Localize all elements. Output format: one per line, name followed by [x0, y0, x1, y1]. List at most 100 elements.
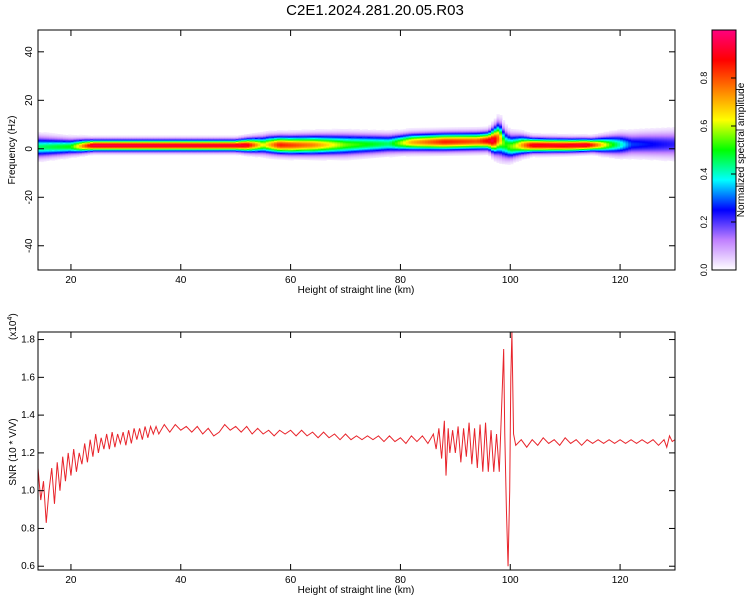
heatmap-cell — [447, 151, 451, 154]
heatmap-cell — [529, 156, 533, 158]
heatmap-cell — [496, 160, 500, 163]
heatmap-cell — [296, 144, 300, 147]
heatmap-cell — [46, 152, 50, 155]
heatmap-cell — [449, 130, 453, 132]
heatmap-cell — [329, 140, 333, 142]
heatmap-cell — [200, 138, 204, 140]
heatmap-cell — [543, 147, 547, 149]
heatmap-cell — [131, 139, 135, 141]
heatmap-cell — [513, 159, 517, 161]
heatmap-cell — [403, 140, 407, 142]
heatmap-cell — [221, 152, 226, 155]
heatmap-cell — [46, 142, 50, 144]
heatmap-cell — [54, 151, 58, 153]
heatmap-cell — [403, 147, 407, 150]
heatmap-cell — [460, 133, 464, 135]
heatmap-cell — [356, 158, 360, 160]
heatmap-cell — [76, 145, 80, 147]
heatmap-cell — [493, 152, 497, 154]
heatmap-cell — [57, 156, 61, 158]
heatmap-cell — [515, 138, 519, 140]
heatmap-cell — [372, 156, 377, 159]
heatmap-cell — [178, 141, 182, 143]
heatmap-cell — [389, 154, 393, 156]
heatmap-cell — [183, 152, 187, 155]
heatmap-cell — [150, 144, 154, 146]
heatmap-cell — [471, 136, 475, 139]
heatmap-cell — [287, 135, 292, 138]
heatmap-cell — [340, 149, 344, 151]
heatmap-cell — [46, 144, 50, 146]
heatmap-cell — [123, 135, 127, 137]
heatmap-cell — [169, 140, 173, 142]
heatmap-cell — [123, 143, 127, 145]
heatmap-cell — [265, 137, 270, 140]
heatmap-cell — [383, 144, 388, 146]
heatmap-cell — [254, 135, 259, 138]
heatmap-cell — [106, 147, 110, 149]
heatmap-cell — [427, 137, 432, 139]
heatmap-cell — [287, 129, 292, 132]
heatmap-cell — [383, 142, 388, 144]
heatmap-cell — [128, 145, 132, 147]
heatmap-cell — [175, 136, 179, 138]
heatmap-cell — [337, 128, 341, 131]
heatmap-cell — [210, 137, 215, 139]
heatmap-cell — [315, 139, 319, 142]
heatmap-cell — [548, 133, 552, 135]
heatmap-cell — [438, 133, 443, 135]
heatmap-cell — [441, 147, 445, 150]
heatmap-cell — [117, 151, 121, 154]
heatmap-cell — [477, 129, 481, 132]
heatmap-cell — [416, 129, 421, 132]
heatmap-cell — [241, 142, 245, 145]
heatmap-cell — [348, 132, 352, 135]
heatmap-cell — [238, 139, 242, 141]
heatmap-cell — [210, 148, 215, 150]
heatmap-cell — [411, 146, 415, 148]
heatmap-cell — [345, 142, 349, 144]
heatmap-cell — [312, 152, 316, 154]
heatmap-cell — [482, 127, 486, 130]
heatmap-cell — [301, 150, 305, 153]
heatmap-cell — [320, 144, 324, 147]
heatmap-cell — [202, 148, 206, 150]
heatmap-cell — [307, 144, 311, 146]
heatmap-cell — [408, 131, 412, 134]
heatmap-cell — [304, 146, 308, 148]
heatmap-cell — [458, 152, 462, 154]
heatmap-cell — [411, 130, 415, 133]
heatmap-cell — [348, 153, 352, 155]
heatmap-cell — [48, 142, 53, 144]
heatmap-cell — [73, 147, 77, 150]
heatmap-cell — [534, 138, 539, 141]
heatmap-cell — [378, 153, 382, 155]
heatmap-cell — [488, 145, 492, 147]
heatmap-cell — [274, 139, 278, 141]
heatmap-cell — [340, 150, 344, 152]
heatmap-cell — [128, 150, 132, 153]
heatmap-cell — [518, 138, 522, 140]
heatmap-cell — [125, 141, 130, 143]
heatmap-cell — [164, 144, 168, 146]
heatmap-cell — [101, 150, 105, 153]
heatmap-cell — [364, 130, 368, 132]
heatmap-cell — [356, 157, 360, 159]
heatmap-cell — [101, 147, 105, 149]
heatmap-cell — [246, 146, 250, 149]
heatmap-cell — [178, 153, 182, 156]
heatmap-cell — [79, 147, 83, 149]
heatmap-cell — [51, 137, 55, 139]
heatmap-cell — [186, 145, 190, 147]
heatmap-cell — [109, 142, 113, 144]
heatmap-cell — [482, 145, 486, 147]
heatmap-cell — [394, 152, 399, 154]
heatmap-cell — [551, 145, 555, 147]
heatmap-cell — [112, 148, 116, 150]
heatmap-cell — [458, 133, 462, 135]
heatmap-cell — [436, 152, 440, 155]
heatmap-cell — [142, 150, 146, 153]
heatmap-cell — [515, 155, 519, 157]
heatmap-cell — [216, 151, 220, 154]
heatmap-cell — [241, 153, 245, 155]
